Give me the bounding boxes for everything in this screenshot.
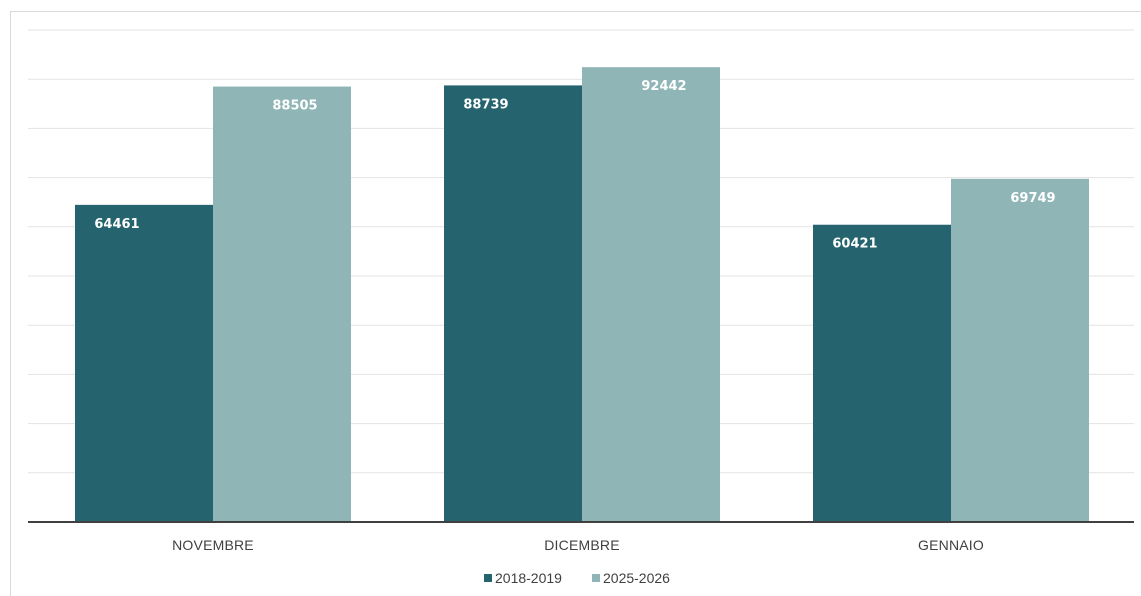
category-label: NOVEMBRE [172, 537, 254, 553]
data-label: 64461 [94, 217, 139, 232]
chart-frame [10, 11, 1141, 596]
data-label: 88739 [463, 97, 508, 112]
data-label: 69749 [1010, 191, 1055, 206]
bar-novembre-2018-2019 [75, 204, 213, 523]
bar-dicembre-2025-2026 [582, 67, 720, 522]
data-label: 92442 [641, 79, 686, 94]
legend: 2018-2019 2025-2026 [484, 570, 670, 586]
legend-swatch [592, 574, 600, 582]
bar-dicembre-2018-2019 [444, 85, 582, 523]
legend-entry: 2018-2019 [495, 570, 562, 586]
category-labels: NOVEMBRE DICEMBRE GENNAIO [172, 537, 984, 553]
bar-gennaio-2025-2026 [951, 178, 1089, 523]
category-label: DICEMBRE [544, 537, 620, 553]
bar-novembre-2025-2026 [213, 86, 351, 523]
legend-entry: 2025-2026 [603, 570, 670, 586]
bars: 64461 88505 88739 92442 60421 69749 [75, 67, 1089, 523]
data-label: 60421 [832, 237, 877, 252]
legend-swatch [484, 574, 492, 582]
bar-gennaio-2018-2019 [813, 224, 951, 522]
category-label: GENNAIO [918, 537, 984, 553]
data-label: 88505 [272, 99, 317, 114]
